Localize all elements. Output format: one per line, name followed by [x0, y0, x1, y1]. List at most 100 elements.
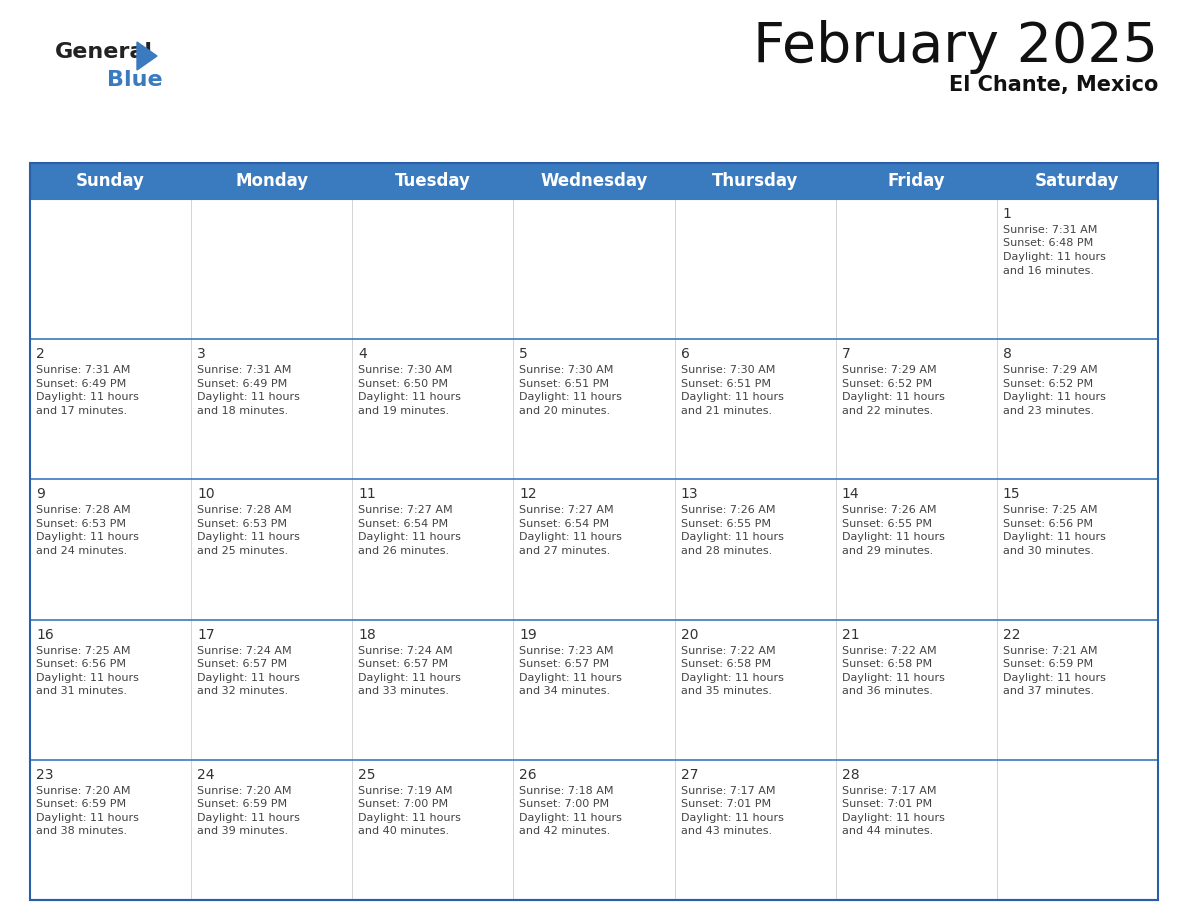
Bar — [835, 199, 997, 339]
Text: Sunset: 6:48 PM: Sunset: 6:48 PM — [1003, 239, 1093, 249]
Bar — [30, 620, 191, 760]
Text: Daylight: 11 hours: Daylight: 11 hours — [1003, 532, 1106, 543]
Text: Daylight: 11 hours: Daylight: 11 hours — [842, 392, 944, 402]
Bar — [30, 479, 191, 620]
Bar — [191, 620, 353, 760]
Text: Sunset: 6:57 PM: Sunset: 6:57 PM — [197, 659, 287, 669]
Text: Daylight: 11 hours: Daylight: 11 hours — [197, 532, 301, 543]
Text: 4: 4 — [359, 347, 367, 361]
Bar — [30, 760, 191, 900]
Text: and 42 minutes.: and 42 minutes. — [519, 826, 611, 836]
Bar — [513, 760, 675, 900]
Text: Sunrise: 7:29 AM: Sunrise: 7:29 AM — [842, 365, 936, 375]
Text: 22: 22 — [1003, 628, 1020, 642]
Text: Thursday: Thursday — [712, 172, 798, 190]
Text: Sunrise: 7:28 AM: Sunrise: 7:28 AM — [36, 506, 131, 515]
Bar — [675, 199, 835, 339]
Text: Sunset: 6:53 PM: Sunset: 6:53 PM — [36, 519, 126, 529]
Text: Sunset: 6:56 PM: Sunset: 6:56 PM — [1003, 519, 1093, 529]
Text: Sunset: 6:59 PM: Sunset: 6:59 PM — [36, 800, 126, 810]
Text: Daylight: 11 hours: Daylight: 11 hours — [197, 673, 301, 683]
Text: Saturday: Saturday — [1035, 172, 1119, 190]
Bar — [997, 199, 1158, 339]
Text: and 31 minutes.: and 31 minutes. — [36, 686, 127, 696]
Text: 9: 9 — [36, 487, 45, 501]
Text: Sunrise: 7:20 AM: Sunrise: 7:20 AM — [36, 786, 131, 796]
Text: and 25 minutes.: and 25 minutes. — [197, 546, 289, 556]
Text: and 33 minutes.: and 33 minutes. — [359, 686, 449, 696]
Bar — [513, 339, 675, 479]
Text: 6: 6 — [681, 347, 689, 361]
Bar — [353, 339, 513, 479]
Text: Sunset: 6:55 PM: Sunset: 6:55 PM — [681, 519, 771, 529]
Text: and 19 minutes.: and 19 minutes. — [359, 406, 449, 416]
Text: Tuesday: Tuesday — [394, 172, 470, 190]
Text: 12: 12 — [519, 487, 537, 501]
Text: Sunset: 7:01 PM: Sunset: 7:01 PM — [681, 800, 771, 810]
Text: Sunset: 6:50 PM: Sunset: 6:50 PM — [359, 379, 448, 388]
Text: Sunday: Sunday — [76, 172, 145, 190]
Bar — [835, 339, 997, 479]
Text: and 36 minutes.: and 36 minutes. — [842, 686, 933, 696]
Text: Monday: Monday — [235, 172, 308, 190]
Text: Sunrise: 7:25 AM: Sunrise: 7:25 AM — [1003, 506, 1098, 515]
Text: and 29 minutes.: and 29 minutes. — [842, 546, 933, 556]
Bar — [30, 163, 1158, 900]
Text: Sunrise: 7:27 AM: Sunrise: 7:27 AM — [519, 506, 614, 515]
Bar — [513, 620, 675, 760]
Bar — [997, 620, 1158, 760]
Text: and 32 minutes.: and 32 minutes. — [197, 686, 289, 696]
Bar — [835, 760, 997, 900]
Text: Friday: Friday — [887, 172, 946, 190]
Text: 25: 25 — [359, 767, 375, 782]
Text: Sunset: 6:56 PM: Sunset: 6:56 PM — [36, 659, 126, 669]
Bar — [997, 163, 1158, 199]
Bar — [835, 163, 997, 199]
Bar — [191, 479, 353, 620]
Text: Wednesday: Wednesday — [541, 172, 647, 190]
Text: 10: 10 — [197, 487, 215, 501]
Text: 8: 8 — [1003, 347, 1012, 361]
Text: and 26 minutes.: and 26 minutes. — [359, 546, 449, 556]
Bar — [191, 199, 353, 339]
Text: 26: 26 — [519, 767, 537, 782]
Bar — [191, 760, 353, 900]
Bar — [30, 199, 191, 339]
Text: and 43 minutes.: and 43 minutes. — [681, 826, 772, 836]
Text: and 24 minutes.: and 24 minutes. — [36, 546, 127, 556]
Text: Daylight: 11 hours: Daylight: 11 hours — [1003, 392, 1106, 402]
Text: Sunset: 6:58 PM: Sunset: 6:58 PM — [842, 659, 931, 669]
Bar — [353, 163, 513, 199]
Text: 21: 21 — [842, 628, 859, 642]
Text: and 38 minutes.: and 38 minutes. — [36, 826, 127, 836]
Text: 19: 19 — [519, 628, 537, 642]
Bar — [191, 339, 353, 479]
Bar — [353, 620, 513, 760]
Text: 5: 5 — [519, 347, 529, 361]
Text: Sunset: 6:52 PM: Sunset: 6:52 PM — [1003, 379, 1093, 388]
Text: Daylight: 11 hours: Daylight: 11 hours — [359, 812, 461, 823]
Text: Daylight: 11 hours: Daylight: 11 hours — [519, 673, 623, 683]
Text: and 27 minutes.: and 27 minutes. — [519, 546, 611, 556]
Text: Sunrise: 7:30 AM: Sunrise: 7:30 AM — [519, 365, 614, 375]
Bar — [997, 339, 1158, 479]
Text: General: General — [55, 42, 153, 62]
Text: and 22 minutes.: and 22 minutes. — [842, 406, 933, 416]
Text: 24: 24 — [197, 767, 215, 782]
Text: 28: 28 — [842, 767, 859, 782]
Text: Daylight: 11 hours: Daylight: 11 hours — [519, 812, 623, 823]
Text: Sunrise: 7:22 AM: Sunrise: 7:22 AM — [681, 645, 776, 655]
Bar — [353, 479, 513, 620]
Text: Daylight: 11 hours: Daylight: 11 hours — [1003, 673, 1106, 683]
Text: Daylight: 11 hours: Daylight: 11 hours — [519, 532, 623, 543]
Text: Sunset: 6:59 PM: Sunset: 6:59 PM — [1003, 659, 1093, 669]
Text: Daylight: 11 hours: Daylight: 11 hours — [36, 532, 139, 543]
Text: 16: 16 — [36, 628, 53, 642]
Text: Sunrise: 7:26 AM: Sunrise: 7:26 AM — [842, 506, 936, 515]
Bar — [835, 620, 997, 760]
Text: Sunset: 6:57 PM: Sunset: 6:57 PM — [359, 659, 448, 669]
Bar — [997, 479, 1158, 620]
Text: Sunset: 6:51 PM: Sunset: 6:51 PM — [519, 379, 609, 388]
Bar — [675, 339, 835, 479]
Bar — [835, 479, 997, 620]
